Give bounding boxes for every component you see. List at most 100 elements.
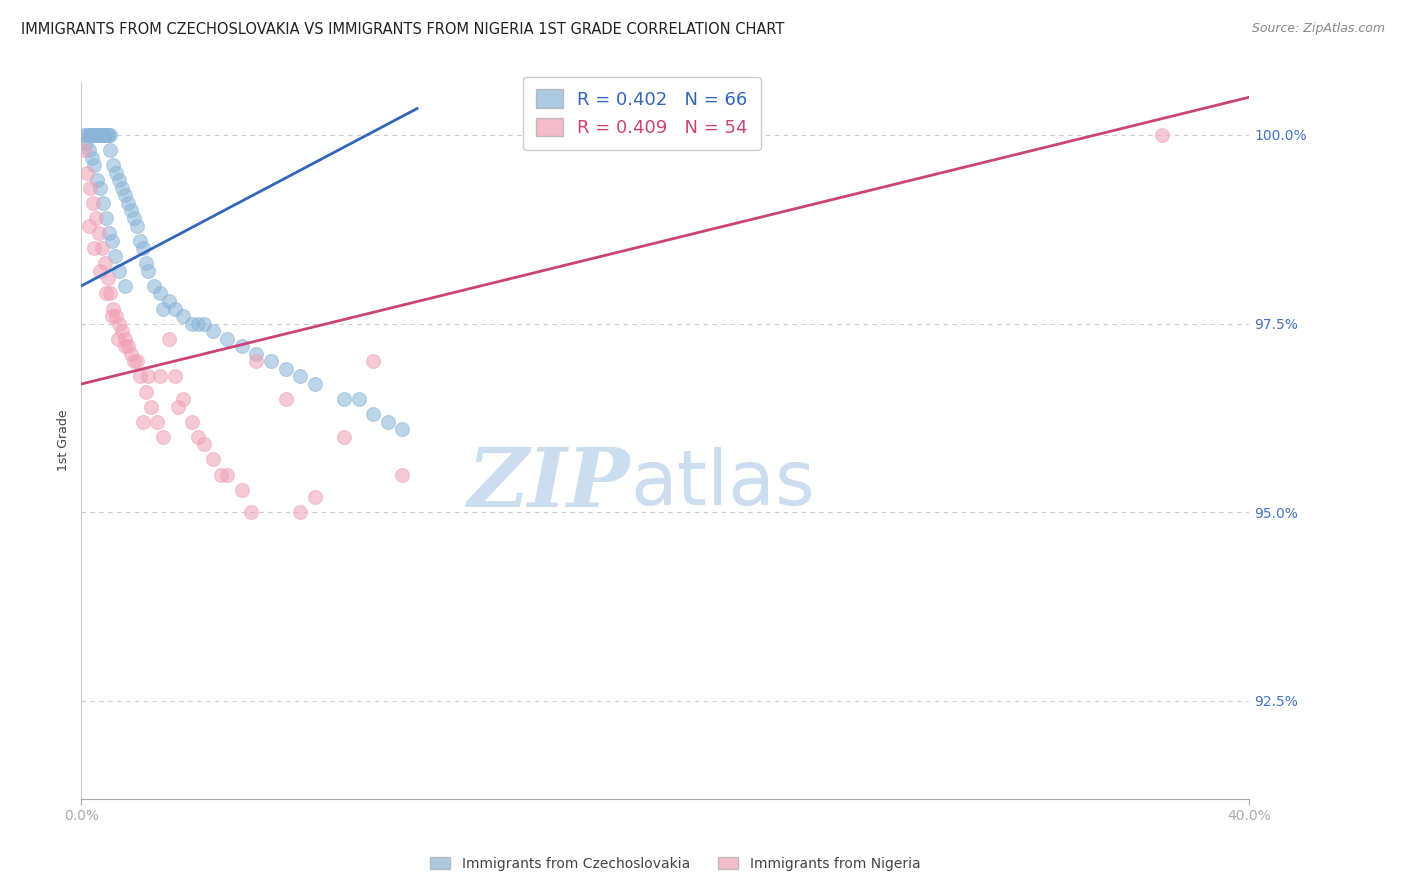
Text: ZIP: ZIP <box>468 443 630 524</box>
Point <box>166 400 188 414</box>
Y-axis label: 1st Grade: 1st Grade <box>58 409 70 471</box>
Point <box>138 369 160 384</box>
Point <box>73 143 96 157</box>
Point <box>87 128 110 142</box>
Point <box>239 505 262 519</box>
Point <box>108 317 131 331</box>
Point <box>157 332 180 346</box>
Point <box>105 309 128 323</box>
Point <box>149 286 172 301</box>
Point <box>143 279 166 293</box>
Point <box>84 128 107 142</box>
Point <box>90 128 112 142</box>
Point <box>163 301 186 316</box>
Point <box>391 467 413 482</box>
Point <box>103 158 125 172</box>
Point <box>181 317 204 331</box>
Point <box>201 452 224 467</box>
Point <box>122 354 145 368</box>
Point <box>114 279 136 293</box>
Point <box>149 369 172 384</box>
Point <box>120 347 142 361</box>
Point <box>274 362 297 376</box>
Point <box>245 347 267 361</box>
Point <box>361 354 384 368</box>
Point <box>157 293 180 308</box>
Point <box>131 241 153 255</box>
Point <box>86 173 108 187</box>
Point <box>89 181 111 195</box>
Point <box>107 332 129 346</box>
Point <box>100 143 122 157</box>
Point <box>125 219 148 233</box>
Point <box>82 195 104 210</box>
Point <box>114 339 136 353</box>
Point <box>90 128 112 142</box>
Point <box>290 505 312 519</box>
Point <box>84 128 107 142</box>
Point <box>217 467 239 482</box>
Point <box>82 128 104 142</box>
Point <box>128 234 150 248</box>
Point <box>209 467 232 482</box>
Point <box>304 377 326 392</box>
Text: IMMIGRANTS FROM CZECHOSLOVAKIA VS IMMIGRANTS FROM NIGERIA 1ST GRADE CORRELATION : IMMIGRANTS FROM CZECHOSLOVAKIA VS IMMIGR… <box>21 22 785 37</box>
Point <box>217 332 239 346</box>
Point <box>131 415 153 429</box>
Point <box>125 354 148 368</box>
Point <box>103 301 125 316</box>
Point <box>128 369 150 384</box>
Text: Source: ZipAtlas.com: Source: ZipAtlas.com <box>1251 22 1385 36</box>
Point <box>83 158 105 172</box>
Point <box>75 136 97 150</box>
Point <box>73 128 96 142</box>
Point <box>152 430 174 444</box>
Point <box>117 339 139 353</box>
Point <box>101 234 124 248</box>
Point <box>84 211 107 225</box>
Point <box>333 430 356 444</box>
Point <box>231 483 253 497</box>
Point <box>193 317 215 331</box>
Point <box>361 407 384 421</box>
Point <box>391 422 413 436</box>
Point <box>152 301 174 316</box>
Point <box>90 241 112 255</box>
Point <box>76 166 98 180</box>
Point <box>260 354 283 368</box>
Point <box>193 437 215 451</box>
Point <box>87 226 110 240</box>
Point <box>290 369 312 384</box>
Point <box>100 128 122 142</box>
Point <box>135 256 157 270</box>
Point <box>114 188 136 202</box>
Point <box>97 128 120 142</box>
Point <box>77 219 100 233</box>
Point <box>94 286 117 301</box>
Point <box>89 264 111 278</box>
Point <box>82 128 104 142</box>
Point <box>79 128 101 142</box>
Point <box>141 400 163 414</box>
Point <box>122 211 145 225</box>
Point <box>172 309 194 323</box>
Point <box>274 392 297 406</box>
Point <box>79 181 101 195</box>
Point <box>333 392 356 406</box>
Point <box>231 339 253 353</box>
Point <box>80 151 103 165</box>
Point <box>105 166 128 180</box>
Point <box>111 181 134 195</box>
Point <box>93 128 115 142</box>
Point <box>187 317 209 331</box>
Point <box>93 256 115 270</box>
Point <box>304 490 326 504</box>
Point <box>97 271 120 285</box>
Point <box>377 415 399 429</box>
Point <box>104 249 127 263</box>
Point <box>77 143 100 157</box>
Point <box>114 332 136 346</box>
Point <box>187 430 209 444</box>
Point <box>245 354 267 368</box>
Point <box>163 369 186 384</box>
